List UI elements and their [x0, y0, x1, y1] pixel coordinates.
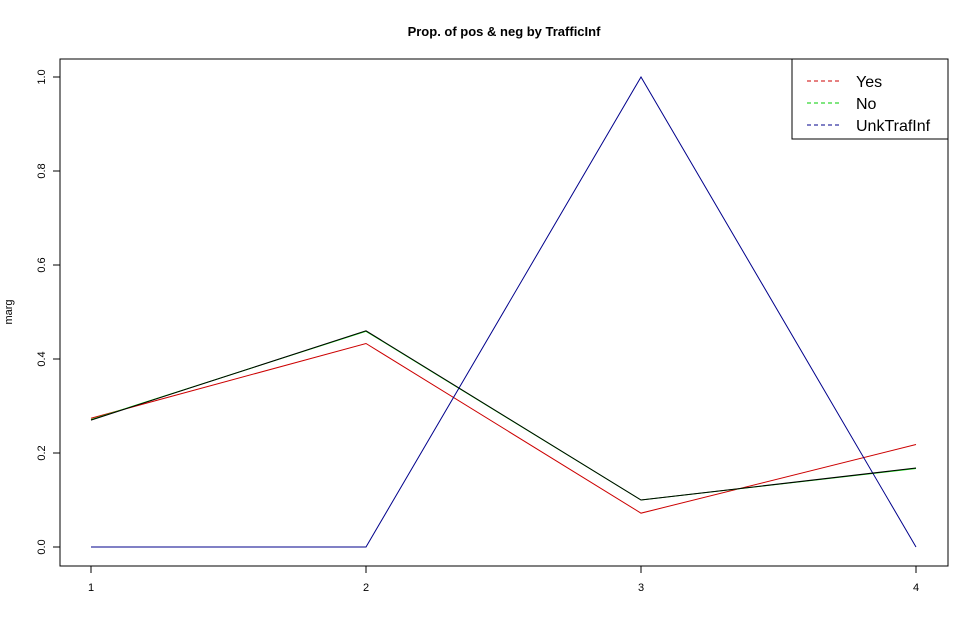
y-axis: 0.0 0.2 0.4 0.6 0.8 1.0 — [36, 69, 61, 555]
y-tick-label: 0.4 — [36, 351, 48, 366]
y-tick-label: 0.8 — [36, 163, 48, 178]
legend-label: UnkTrafInf — [856, 118, 931, 135]
series-line-overlay — [90, 330, 917, 501]
legend: Yes No UnkTrafInf — [791, 58, 949, 140]
series-line-yes — [90, 342, 917, 514]
y-axis-label: marg — [3, 299, 15, 324]
series-lines — [90, 76, 917, 548]
x-tick-label: 3 — [638, 582, 644, 594]
y-tick-label: 0.2 — [36, 445, 48, 460]
x-axis: 1 2 3 4 — [88, 565, 919, 594]
y-tick-label: 0.6 — [36, 257, 48, 272]
legend-label: No — [856, 96, 877, 113]
chart-title: Prop. of pos & neg by TrafficInf — [408, 24, 602, 39]
x-tick-label: 4 — [913, 582, 919, 594]
legend-label: Yes — [856, 74, 882, 91]
y-tick-label: 0.0 — [36, 539, 48, 554]
x-tick-label: 1 — [88, 582, 94, 594]
legend-box — [791, 58, 949, 140]
series-line-unktrafinf — [91, 76, 917, 548]
x-tick-label: 2 — [363, 582, 369, 594]
y-tick-label: 1.0 — [36, 69, 48, 84]
